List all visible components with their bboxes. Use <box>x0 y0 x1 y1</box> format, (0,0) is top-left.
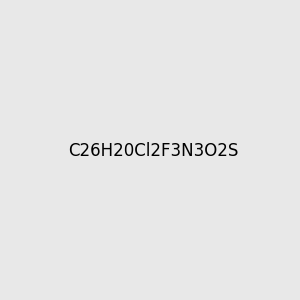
Text: C26H20Cl2F3N3O2S: C26H20Cl2F3N3O2S <box>69 142 239 160</box>
